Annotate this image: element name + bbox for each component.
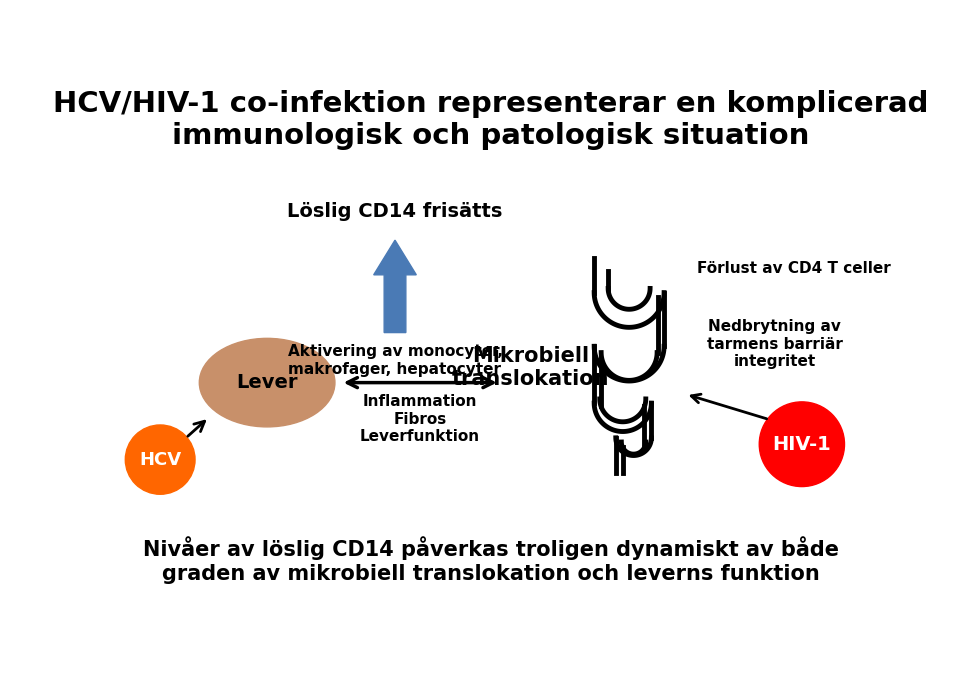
Text: HIV-1: HIV-1 — [773, 435, 831, 453]
Text: Löslig CD14 frisätts: Löslig CD14 frisätts — [288, 202, 503, 221]
Text: Nedbrytning av
tarmens barriär
integritet: Nedbrytning av tarmens barriär integrite… — [707, 320, 843, 369]
Text: Aktivering av monocyter,
makrofager, hepatocyter: Aktivering av monocyter, makrofager, hep… — [288, 344, 503, 377]
Text: HCV/HIV-1 co-infektion representerar en komplicerad
immunologisk och patologisk : HCV/HIV-1 co-infektion representerar en … — [54, 90, 929, 150]
FancyArrow shape — [374, 240, 416, 333]
Text: Förlust av CD4 T celler: Förlust av CD4 T celler — [697, 261, 891, 276]
Circle shape — [126, 425, 195, 495]
Text: Nivåer av löslig CD14 påverkas troligen dynamiskt av både
graden av mikrobiell t: Nivåer av löslig CD14 påverkas troligen … — [143, 536, 839, 584]
Circle shape — [760, 402, 845, 486]
Text: Mikrobiell
translokation: Mikrobiell translokation — [452, 346, 609, 389]
Text: Inflammation
Fibros
Leverfunktion: Inflammation Fibros Leverfunktion — [360, 394, 480, 444]
Ellipse shape — [199, 338, 335, 427]
Text: HCV: HCV — [139, 451, 181, 469]
Text: Lever: Lever — [236, 373, 298, 392]
